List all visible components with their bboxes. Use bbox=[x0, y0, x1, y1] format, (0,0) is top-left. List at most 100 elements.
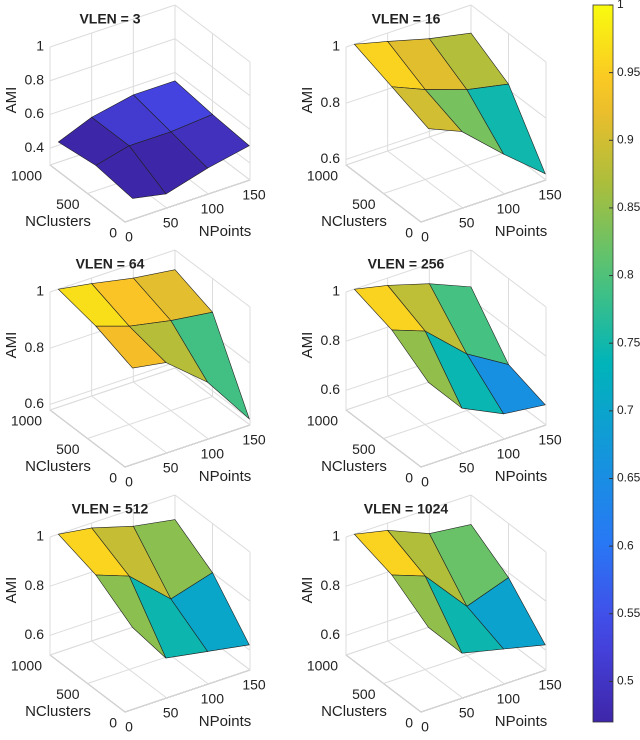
x-axis-label: NPoints bbox=[199, 713, 252, 730]
z-tick-label: 0.8 bbox=[321, 577, 341, 593]
colorbar-tick-label: 0.95 bbox=[617, 65, 640, 79]
y-tick-label: 0 bbox=[109, 470, 117, 486]
x-tick-label: 50 bbox=[459, 705, 475, 721]
x-axis-label: NPoints bbox=[495, 468, 548, 485]
grid-line bbox=[87, 396, 213, 439]
z-tick-label: 0.8 bbox=[321, 94, 341, 110]
z-tick-label: 0.8 bbox=[25, 339, 45, 355]
chart-title: VLEN = 256 bbox=[368, 256, 445, 272]
z-tick-label: 1 bbox=[36, 283, 44, 299]
y-tick-label: 0 bbox=[405, 470, 413, 486]
colorbar-tick-label: 0.8 bbox=[617, 268, 634, 282]
y-tick-label: 500 bbox=[352, 196, 376, 212]
x-tick-label: 50 bbox=[163, 215, 179, 231]
x-tick-label: 100 bbox=[201, 691, 225, 707]
z-axis-label: AMI bbox=[3, 87, 20, 114]
y-axis-label: NClusters bbox=[25, 703, 91, 720]
chart-title: VLEN = 16 bbox=[372, 11, 441, 27]
surface-panel: 0.6 0.8 1 0 50 100 150 0 500 1000 VLEN = 64 NPoints… bbox=[3, 249, 266, 490]
x-axis-label: NPoints bbox=[495, 713, 548, 730]
colorbar-tick-label: 0.65 bbox=[617, 471, 640, 485]
y-tick-label: 1000 bbox=[307, 413, 338, 429]
colorbar-tick-label: 0.5 bbox=[617, 674, 634, 688]
x-tick-label: 100 bbox=[497, 201, 521, 217]
surface-patch bbox=[95, 574, 167, 659]
z-tick-label: 1 bbox=[332, 528, 340, 544]
grid-line bbox=[49, 71, 176, 115]
x-tick-label: 100 bbox=[201, 446, 225, 462]
surface-patch bbox=[391, 86, 463, 132]
x-axis-label: NPoints bbox=[199, 468, 252, 485]
surface-panel: 0.6 0.8 1 0 50 100 150 0 500 1000 VLEN = 1024 NPoin… bbox=[299, 494, 562, 735]
y-tick-label: 1000 bbox=[11, 413, 42, 429]
y-tick-label: 500 bbox=[352, 441, 376, 457]
y-tick-label: 500 bbox=[56, 686, 80, 702]
grid-line bbox=[345, 249, 472, 293]
chart-title: VLEN = 3 bbox=[79, 11, 140, 27]
z-tick-label: 0.8 bbox=[321, 332, 341, 348]
chart-title: VLEN = 512 bbox=[72, 501, 149, 517]
surface-patch bbox=[391, 329, 463, 409]
z-tick-label: 0.6 bbox=[25, 105, 45, 121]
colorbar-tick-label: 0.55 bbox=[617, 606, 640, 620]
x-tick-label: 150 bbox=[538, 187, 562, 203]
grid-line bbox=[124, 424, 251, 468]
x-axis-label: NPoints bbox=[495, 223, 548, 240]
grid-line bbox=[345, 4, 472, 48]
grid-line bbox=[383, 151, 509, 194]
z-axis-label: AMI bbox=[3, 577, 20, 604]
x-tick-label: 150 bbox=[538, 677, 562, 693]
surface-panel: 0.6 0.8 1 0 50 100 150 0 500 1000 VLEN = 16 NPoints… bbox=[299, 4, 562, 245]
y-axis-label: NClusters bbox=[321, 703, 387, 720]
x-tick-label: 50 bbox=[459, 460, 475, 476]
x-tick-label: 100 bbox=[497, 446, 521, 462]
surface-patch bbox=[95, 145, 167, 199]
y-tick-label: 500 bbox=[352, 686, 376, 702]
y-tick-label: 0 bbox=[109, 225, 117, 241]
grid-line bbox=[49, 361, 176, 405]
x-tick-label: 0 bbox=[421, 719, 429, 735]
y-axis-label: NClusters bbox=[25, 213, 91, 230]
colorbar-tick-label: 0.85 bbox=[617, 200, 640, 214]
x-axis-label: NPoints bbox=[199, 223, 252, 240]
y-axis-label: NClusters bbox=[321, 458, 387, 475]
colorbar-tick-label: 0.7 bbox=[617, 403, 634, 417]
y-tick-label: 1000 bbox=[307, 658, 338, 674]
z-tick-label: 1 bbox=[332, 38, 340, 54]
y-tick-label: 500 bbox=[56, 196, 80, 212]
z-tick-label: 0.8 bbox=[25, 71, 45, 87]
x-tick-label: 0 bbox=[125, 229, 133, 245]
surface-panel: 0.6 0.8 1 0 50 100 150 0 500 1000 VLEN = 256 NPoint… bbox=[299, 249, 562, 490]
z-tick-label: 0.4 bbox=[25, 139, 45, 155]
grid-line bbox=[345, 494, 472, 538]
colorbar-tick-label: 1 bbox=[617, 0, 624, 11]
surface-panel: 0.4 0.6 0.8 1 0 50 100 150 0 500 1000 VLEN = 3 NPoin… bbox=[3, 4, 266, 245]
x-tick-label: 0 bbox=[421, 474, 429, 490]
y-tick-label: 0 bbox=[405, 225, 413, 241]
surface-panel: 0.6 0.8 1 0 50 100 150 0 500 1000 VLEN = 512 NPoint… bbox=[3, 494, 266, 735]
grid-line bbox=[49, 367, 176, 411]
x-tick-label: 150 bbox=[538, 432, 562, 448]
grid-line bbox=[124, 179, 251, 223]
x-tick-label: 0 bbox=[125, 474, 133, 490]
chart-title: VLEN = 64 bbox=[76, 256, 145, 272]
x-tick-label: 150 bbox=[242, 677, 266, 693]
grid-line bbox=[49, 249, 176, 293]
z-axis-label: AMI bbox=[299, 87, 316, 114]
z-tick-label: 1 bbox=[332, 283, 340, 299]
y-tick-label: 1000 bbox=[307, 168, 338, 184]
grid-line bbox=[49, 494, 176, 538]
z-tick-label: 0.6 bbox=[25, 626, 45, 642]
z-tick-label: 0.6 bbox=[321, 626, 341, 642]
chart-title: VLEN = 1024 bbox=[364, 501, 449, 517]
x-tick-label: 0 bbox=[125, 719, 133, 735]
surface-patch bbox=[95, 325, 167, 369]
x-tick-label: 100 bbox=[201, 201, 225, 217]
x-tick-label: 100 bbox=[497, 691, 521, 707]
y-tick-label: 1000 bbox=[11, 168, 42, 184]
z-tick-label: 0.6 bbox=[321, 381, 341, 397]
z-axis-label: AMI bbox=[299, 577, 316, 604]
z-axis-label: AMI bbox=[299, 332, 316, 359]
surface-patch bbox=[391, 574, 463, 654]
